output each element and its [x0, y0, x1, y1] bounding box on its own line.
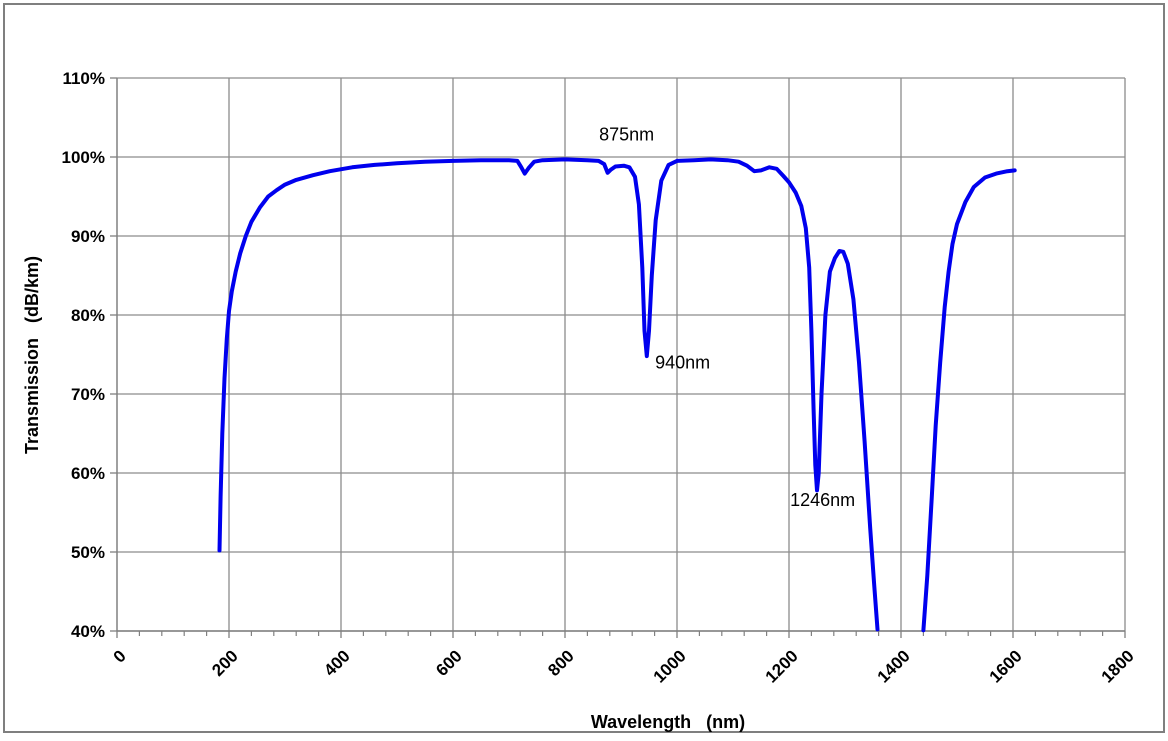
y-tick-label: 40%: [71, 622, 105, 641]
data-series: [217, 157, 1017, 633]
annotation-label: 875nm: [599, 124, 654, 144]
gridlines: [117, 77, 1126, 632]
y-tick-label: 50%: [71, 543, 105, 562]
y-tick-label: 100%: [62, 148, 105, 167]
annotation-label: 1246nm: [790, 490, 855, 510]
chart-border: [3, 3, 1165, 733]
series-line: [217, 157, 880, 632]
annotation-label: 940nm: [655, 353, 710, 373]
y-tick-label: 70%: [71, 385, 105, 404]
y-axis-title: Transmission (dB/km): [22, 256, 42, 454]
y-tick-label: 80%: [71, 306, 105, 325]
axes: [110, 77, 1126, 638]
y-tick-label: 60%: [71, 464, 105, 483]
annotations: 875nm 940nm 1246nm: [599, 124, 855, 510]
y-tick-label: 110%: [62, 69, 105, 88]
series-line: [921, 168, 1017, 633]
x-axis-title: Wavelength (nm): [591, 712, 745, 732]
y-tick-label: 90%: [71, 227, 105, 246]
